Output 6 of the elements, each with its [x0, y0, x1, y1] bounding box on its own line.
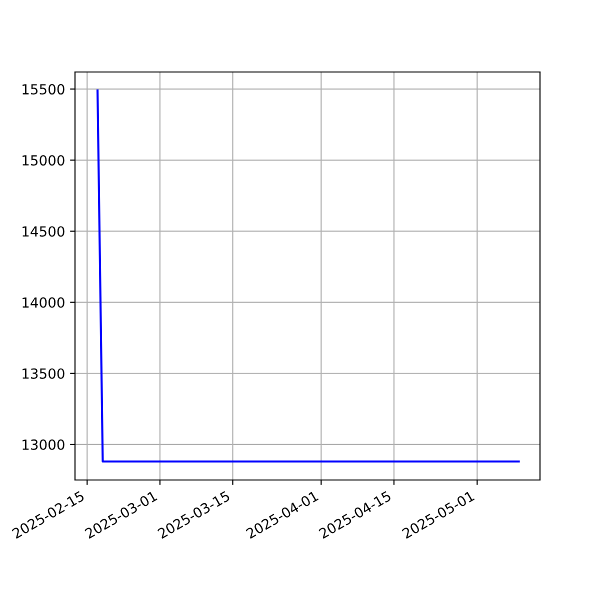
y-tick-label: 13500: [22, 368, 64, 379]
y-tick-label: 15000: [22, 155, 64, 166]
y-tick-label: 14000: [22, 297, 64, 308]
y-tick-label: 14500: [22, 226, 64, 237]
y-tick-label: 13000: [22, 439, 64, 450]
y-tick-label: 15500: [22, 84, 64, 95]
